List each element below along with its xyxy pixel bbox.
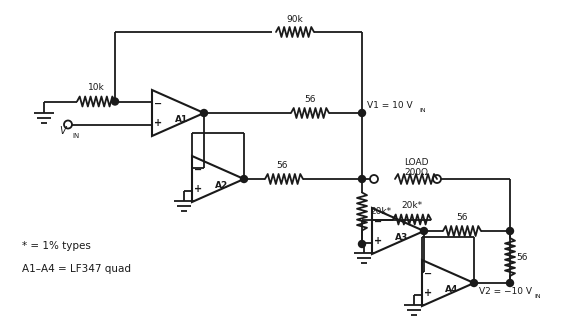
Circle shape [421,227,428,234]
Circle shape [240,175,248,182]
Text: +: + [374,235,382,246]
Text: 90k: 90k [287,15,303,24]
Text: 200Ω: 200Ω [404,168,428,177]
Text: IN: IN [419,108,426,113]
Text: +: + [424,288,432,298]
Circle shape [358,175,366,182]
Circle shape [506,279,514,287]
Text: 20k*: 20k* [401,202,422,211]
Text: V: V [60,126,66,136]
Text: A1: A1 [175,115,189,123]
Circle shape [112,98,119,105]
Circle shape [358,241,366,248]
Text: −: − [374,216,382,226]
Text: 56: 56 [516,253,527,261]
Text: 10k: 10k [88,83,104,92]
Text: +: + [154,118,162,127]
Text: 56: 56 [304,95,316,104]
Circle shape [358,110,366,117]
Circle shape [201,110,208,117]
Text: A4: A4 [445,285,459,294]
Text: A3: A3 [395,232,409,242]
Text: LOAD: LOAD [404,158,428,167]
Text: V2 = −10 V: V2 = −10 V [479,287,532,296]
Text: IN: IN [72,132,79,138]
Text: 56: 56 [276,161,287,170]
Text: 56: 56 [456,213,468,222]
Text: 20k*: 20k* [370,207,391,216]
Text: A2: A2 [215,180,229,190]
Text: IN: IN [534,295,540,300]
Circle shape [471,279,477,287]
Circle shape [506,227,514,234]
Text: +: + [194,183,202,194]
Text: −: − [194,165,202,174]
Text: A1–A4 = LF347 quad: A1–A4 = LF347 quad [22,264,131,274]
Text: * = 1% types: * = 1% types [22,241,91,251]
Text: V1 = 10 V: V1 = 10 V [367,101,413,110]
Text: −: − [154,99,162,109]
Text: −: − [424,268,432,278]
